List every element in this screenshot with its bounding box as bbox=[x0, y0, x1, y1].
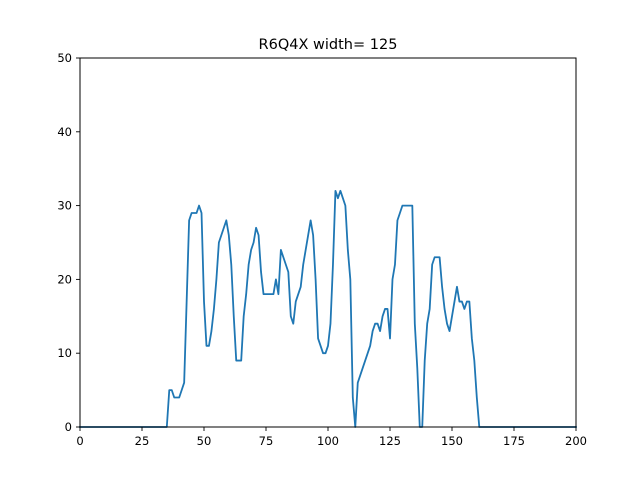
x-tick-label: 125 bbox=[379, 434, 401, 448]
plot-frame bbox=[79, 57, 577, 428]
x-tick-label: 150 bbox=[441, 434, 463, 448]
x-tick-label: 175 bbox=[503, 434, 525, 448]
chart-title: R6Q4X width= 125 bbox=[259, 37, 398, 53]
y-tick-label: 30 bbox=[57, 199, 72, 213]
series-layer bbox=[79, 189, 577, 428]
x-axis: 0 25 50 75 100 125 150 175 200 bbox=[76, 427, 587, 448]
y-tick-label: 50 bbox=[57, 51, 72, 65]
y-tick-label: 20 bbox=[57, 272, 72, 286]
x-tick-label: 200 bbox=[565, 434, 587, 448]
y-axis: 0 10 20 30 40 50 bbox=[57, 51, 80, 434]
x-tick-label: 75 bbox=[259, 434, 274, 448]
x-tick-label: 100 bbox=[317, 434, 339, 448]
plot-area bbox=[80, 58, 576, 427]
x-tick-label: 0 bbox=[76, 434, 83, 448]
y-tick-label: 0 bbox=[65, 420, 72, 434]
x-tick-label: 50 bbox=[197, 434, 212, 448]
series-line-0 bbox=[79, 189, 577, 428]
x-tick-label: 25 bbox=[135, 434, 150, 448]
y-tick-label: 10 bbox=[57, 346, 72, 360]
y-tick-label: 40 bbox=[57, 125, 72, 139]
